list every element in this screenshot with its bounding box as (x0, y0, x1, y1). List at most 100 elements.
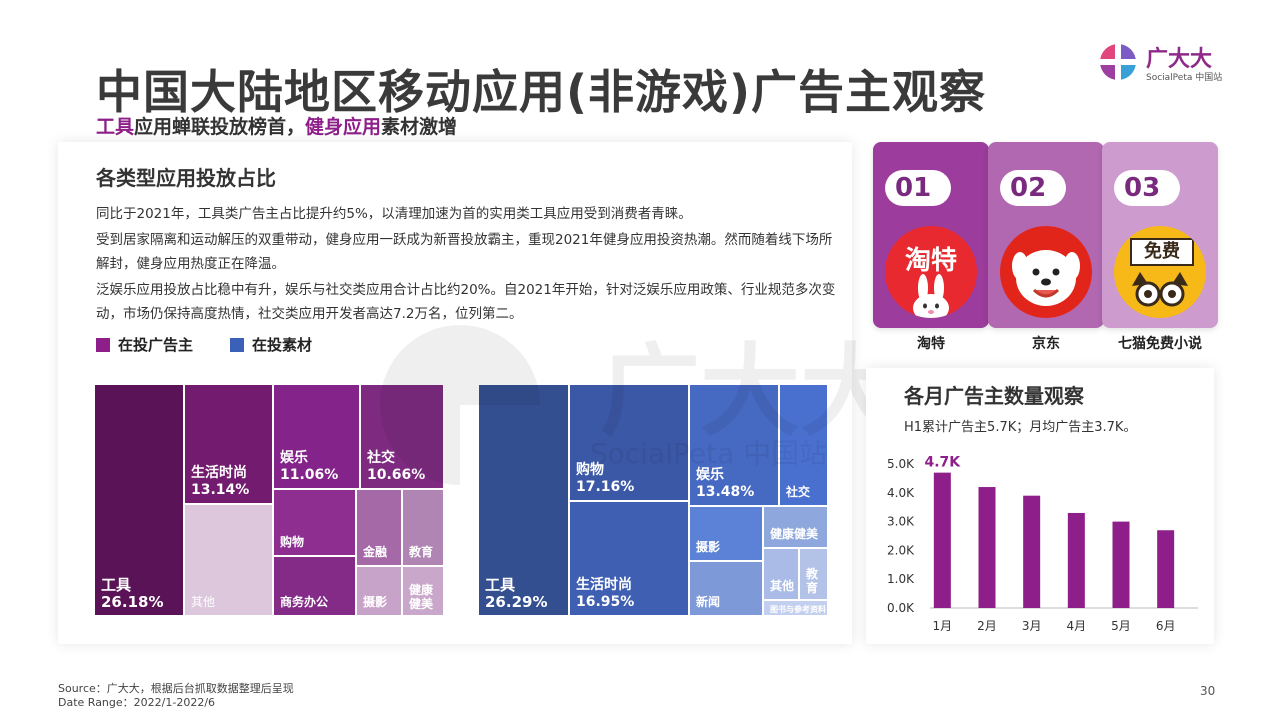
legend-swatch (230, 337, 244, 352)
subtitle-middle: 应用蝉联投放榜首， (134, 116, 306, 138)
rank-card-1: 01 淘特 (873, 142, 989, 328)
cell-name: 图书与参考资料 (770, 605, 826, 614)
rank-number: 03 (1114, 170, 1180, 206)
cell-name: 摄影 (363, 595, 388, 609)
x-tick-label: 1月 (933, 619, 953, 633)
treemap-cell: 娱乐 13.48% (689, 384, 779, 506)
legend-swatch (96, 337, 110, 352)
cell-name: 娱乐 (280, 450, 308, 466)
cell-name: 生活时尚 (191, 465, 247, 481)
cell-name: 其他 (770, 579, 795, 593)
bar-chart-subtitle: H1累计广告主5.7K；月均广告主3.7K。 (904, 420, 1137, 435)
legend-label: 在投素材 (252, 336, 313, 354)
cell-name: 其他 (191, 595, 216, 609)
treemap-cell: 工具 26.29% (478, 384, 569, 616)
rank-number: 01 (885, 170, 951, 206)
y-tick-label: 2.0K (887, 543, 915, 557)
bar-2 (978, 487, 996, 608)
treemap-cell: 金融 (356, 489, 402, 566)
brand-subname: SocialPeta 中国站 (1146, 73, 1223, 83)
cell-name: 教育 (806, 567, 819, 595)
app-name-3: 七猫免费小说 (1118, 336, 1202, 352)
treemap-cell: 其他 (184, 504, 273, 616)
subtitle-highlight-tools: 工具 (96, 116, 135, 138)
category-share-panel: 各类型应用投放占比 同比于2021年，工具类广告主占比提升约5%，以清理加速为首… (58, 142, 852, 644)
bar-chart-title: 各月广告主数量观察 (904, 384, 1084, 408)
monthly-advertisers-bar-chart: 0.0K 1.0K 2.0K 3.0K 4.0K 5.0K 1月 2月 3月 4月 5月 6月 4.7K (887, 455, 1198, 633)
x-tick-label: 6月 (1156, 619, 1176, 633)
treemap-cell: 购物 (273, 489, 356, 556)
rank-number: 02 (1000, 170, 1066, 206)
treemap-cell: 工具 26.18% (94, 384, 184, 616)
legend-creatives: 在投素材 (230, 334, 312, 355)
treemap-cell: 摄影 (689, 506, 763, 561)
cell-value: 13.14% (191, 482, 250, 498)
cell-name: 健康健美 (770, 527, 819, 541)
y-tick-label: 0.0K (887, 601, 915, 615)
bar-1 (933, 472, 951, 608)
cell-name: 金融 (363, 545, 388, 559)
y-tick-label: 5.0K (887, 457, 915, 471)
paragraph-1: 同比于2021年，工具类广告主占比提升约5%，以清理加速为首的实用类工具应用受到… (96, 206, 692, 222)
app-icon-text: 免费 (1130, 238, 1194, 266)
date-range-text: Date Range：2022/1-2022/6 (58, 696, 216, 709)
app-icon-text: 淘特 (904, 246, 957, 276)
cell-name: 社交 (367, 450, 395, 466)
treemap-creatives: 工具 26.29% 购物 17.16% 生活时尚 16.95% 娱乐 13.48% 社交… (478, 384, 828, 616)
cell-name: 新闻 (696, 595, 721, 609)
treemap-cell: 健康健美 (763, 506, 828, 548)
treemap-cell: 社交 (779, 384, 828, 506)
cell-value: 26.18% (101, 593, 164, 611)
treemap-cell: 图书与参考资料 (763, 600, 828, 616)
cell-value: 26.29% (485, 593, 548, 611)
x-tick-label: 3月 (1022, 619, 1042, 633)
app-name-1: 淘特 (917, 336, 945, 352)
rank-card-3: 03 免费 (1102, 142, 1218, 328)
x-tick-label: 2月 (977, 619, 997, 633)
monthly-advertisers-panel: 各月广告主数量观察 H1累计广告主5.7K；月均广告主3.7K。 0.0K 1.0… (866, 368, 1214, 644)
y-tick-label: 3.0K (887, 515, 915, 529)
panel-title: 各类型应用投放占比 (96, 166, 276, 190)
treemap-cell: 购物 17.16% (569, 384, 689, 501)
cell-name: 娱乐 (696, 467, 724, 483)
cell-value: 10.66% (367, 467, 426, 483)
cell-name: 健康健美 (409, 583, 434, 611)
cell-name: 生活时尚 (576, 577, 632, 593)
treemap-cell: 新闻 (689, 561, 763, 616)
page-subtitle: 工具应用蝉联投放榜首，健身应用素材激增 (96, 112, 457, 139)
subtitle-highlight-fitness: 健身应用 (305, 116, 382, 138)
cell-value: 13.48% (696, 484, 755, 500)
bar-5 (1112, 521, 1130, 608)
page-number: 30 (1200, 684, 1216, 698)
paragraph-3: 泛娱乐应用投放占比稳中有升，娱乐与社交类应用合计占比约20%。自2021年开始，… (96, 282, 836, 322)
legend-label: 在投广告主 (118, 336, 194, 354)
rabbit-icon (913, 274, 949, 318)
paragraph-2: 受到居家隔离和运动解压的双重带动，健身应用一跃成为新晋投放霸主，重现2021年健… (96, 232, 833, 272)
cell-value: 17.16% (576, 479, 635, 495)
legend-advertisers: 在投广告主 (96, 334, 193, 355)
treemap-cell: 其他 (763, 548, 799, 600)
app-name-2: 京东 (1032, 336, 1060, 352)
y-tick-label: 4.0K (887, 486, 915, 500)
x-tick-label: 4月 (1067, 619, 1087, 633)
treemap-cell: 社交 10.66% (360, 384, 444, 489)
cell-name: 社交 (786, 485, 811, 499)
treemap-cell: 生活时尚 16.95% (569, 501, 689, 616)
cell-name: 工具 (101, 576, 132, 594)
rank-card-2: 02 (988, 142, 1104, 328)
cell-name: 购物 (280, 535, 305, 549)
bar-6 (1157, 530, 1175, 608)
page-title: 中国大陆地区移动应用(非游戏)广告主观察 (96, 65, 987, 119)
brand-name: 广大大 (1146, 47, 1213, 72)
cell-name: 商务办公 (280, 595, 329, 609)
treemap-cell: 健康健美 (402, 566, 444, 616)
jd-dog-icon (1012, 250, 1080, 306)
y-tick-label: 1.0K (887, 572, 915, 586)
brand-logo: 广大大 SocialPeta 中国站 (1096, 40, 1226, 84)
jd-dog-app-icon (1000, 226, 1092, 318)
source-text: Source：广大大，根据后台抓取数据整理后呈现 (58, 682, 294, 695)
cat-glasses-icon (1132, 272, 1188, 307)
cell-name: 购物 (576, 462, 604, 478)
cell-value: 11.06% (280, 467, 339, 483)
treemap-cell: 生活时尚 13.14% (184, 384, 273, 504)
